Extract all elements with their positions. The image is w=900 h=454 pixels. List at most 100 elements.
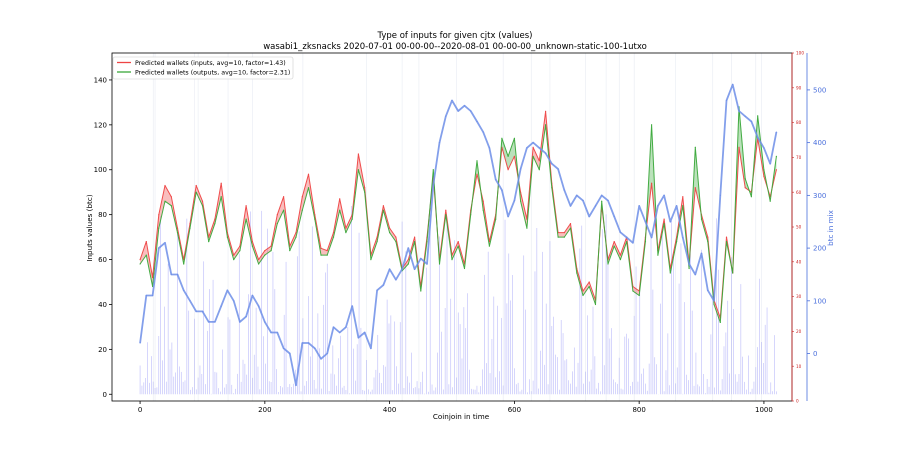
series-0-point [152,276,154,279]
legend-label-inputs: Predicted wallets (inputs, avg=10, facto… [135,60,286,67]
series-2-point [339,331,341,334]
series-1-point [307,187,310,189]
series-2-point [395,279,397,281]
series-1-point [775,155,778,157]
series-2-point [688,263,690,265]
series-2-point [357,337,359,339]
series-0-point [545,110,547,112]
x-tick-label: 800 [632,406,645,414]
series-0-point [651,182,653,184]
right-inner-tick-label: 90 [796,85,802,90]
series-2-point [420,258,422,260]
series-0-point [682,196,684,198]
series-0-point [588,281,590,283]
series-1-point [351,218,353,220]
series-0-point [326,250,328,252]
series-0-point [563,232,565,234]
series-1-point [195,191,197,193]
series-1-point [557,236,559,238]
series-1-point [495,218,497,220]
difference-fill-segment [158,185,166,229]
series-1-point [158,227,160,229]
series-2-point [732,84,734,86]
series-2-point [750,120,753,123]
series-1-point [638,294,640,297]
series-1-point [176,232,179,234]
series-0-point [339,198,341,200]
series-2-point [451,99,453,102]
difference-fill-segment [508,138,515,170]
series-0-point [414,236,416,238]
series-2-point [164,242,166,244]
difference-fill-segment [258,250,265,265]
series-2-point [557,168,559,170]
series-1-point [725,241,728,243]
series-1-point [214,223,216,225]
right-inner-tick-label: 10 [796,364,802,369]
x-tick-label: 200 [258,406,271,414]
series-2-point [320,358,322,360]
series-1-point [245,218,247,220]
series-2-point [482,131,484,133]
series-0-point [457,241,459,243]
series-1-point [626,241,628,243]
series-1-point [713,303,715,306]
series-2-point [214,321,216,323]
series-1-point [669,272,671,274]
right-inner-tick-label: 40 [796,259,802,264]
series-1-point [345,232,347,234]
series-2-point [738,110,740,112]
series-2-point [569,205,572,207]
difference-fill-segment [389,228,396,242]
x-axis-label: Coinjoin in time [433,412,490,421]
series-2-point [582,200,584,202]
right-outer-tick-label: 500 [813,86,826,94]
series-0-point [376,236,378,238]
right-outer-tick-label: 200 [813,245,826,253]
series-2-point [638,205,640,207]
series-2-point [376,289,378,291]
series-0-point [314,214,316,216]
series-0-point [345,227,347,229]
series-0-point [407,259,409,261]
series-2-point [694,273,696,276]
series-2-point [345,326,347,328]
series-1-point [183,263,185,265]
series-2-point [713,300,715,302]
series-1-point [276,223,278,225]
series-0-point [176,227,179,229]
y-tick-label: 20 [98,346,107,354]
series-2-point [445,115,447,117]
series-0-point [233,254,235,256]
series-1-point [170,205,172,207]
series-2-point [457,110,459,112]
series-1-point [526,227,528,229]
series-2-point [495,178,497,181]
right-inner-tick-label: 80 [796,120,802,125]
series-1-point [376,241,378,243]
series-1-point [289,250,291,252]
series-2-point [563,189,565,191]
series-1-point [663,223,665,225]
series-1-point [395,241,397,243]
series-1-point [220,196,222,198]
series-0-point [270,245,272,247]
difference-fill-segment [233,246,240,260]
difference-fill-segment [501,138,509,170]
series-0-point [239,245,241,247]
series-2-point [763,147,765,149]
series-2-point [594,205,597,207]
series-1-point [538,169,540,171]
right-inner-tick-label: 50 [796,225,802,230]
series-1-point [189,227,191,229]
series-2-point [233,300,235,302]
series-0-point [476,173,478,175]
series-0-point [283,196,285,198]
series-2-point [401,268,403,270]
series-0-point [251,241,253,243]
series-1-point [470,214,472,216]
series-2-point [270,331,272,334]
series-0-point [170,196,172,198]
series-2-point [507,215,509,218]
